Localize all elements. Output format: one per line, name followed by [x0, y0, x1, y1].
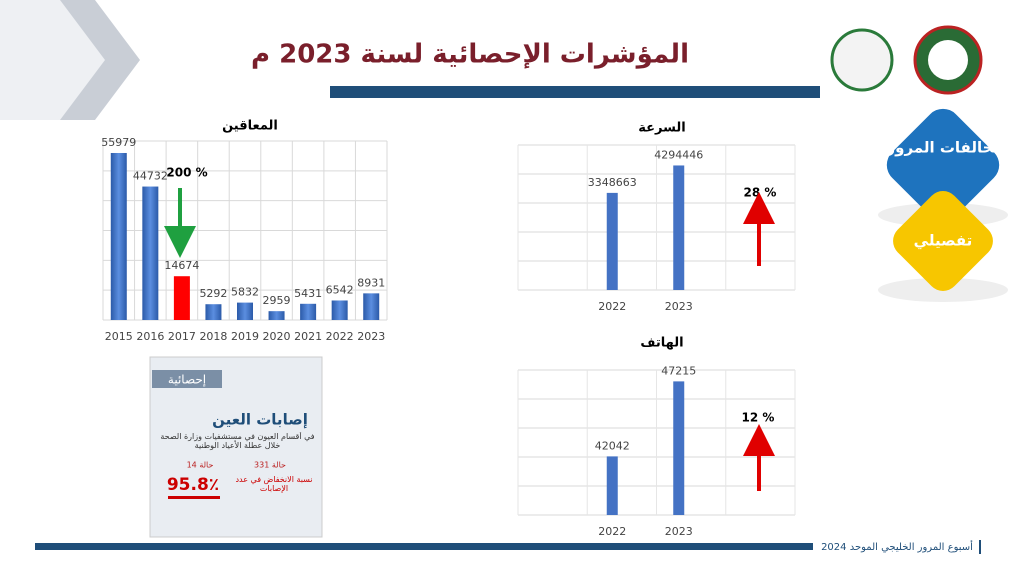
annotation: 12 % — [742, 411, 775, 425]
button[interactable] — [886, 184, 999, 297]
x-tick-label: 2018 — [199, 330, 227, 343]
tag-bg — [152, 370, 222, 388]
bar — [673, 381, 685, 515]
bar — [205, 304, 222, 320]
x-tick-label: 2019 — [231, 330, 259, 343]
slide-title: المؤشرات الإحصائية لسنة 2023 م — [251, 40, 689, 70]
tag: إحصائية — [168, 373, 206, 387]
button-label[interactable]: تفصيلي — [914, 232, 973, 250]
button[interactable] — [879, 101, 1006, 228]
bar — [237, 302, 253, 320]
x-tick-label: 2022 — [326, 330, 354, 343]
before: 331 حالة — [254, 461, 286, 470]
value-label: 3348663 — [588, 176, 637, 189]
info-text-box: في أقسام العيون في مستشفيات وزارة الصحة … — [160, 432, 315, 450]
caption-box: نسبة الانخفاض في عدد الإصابات — [235, 475, 313, 493]
x-tick-label: 2017 — [168, 330, 196, 343]
bar — [363, 293, 380, 320]
chart-title: السرعة — [638, 121, 685, 136]
x-tick-label: 2016 — [136, 330, 164, 343]
bar — [110, 152, 127, 320]
x-tick-label: 2020 — [263, 330, 291, 343]
value-label: 14674 — [164, 259, 199, 272]
x-tick-label: 2022 — [598, 300, 626, 313]
x-tick-label: 2023 — [665, 525, 693, 538]
bar — [606, 456, 618, 515]
footer-bar — [35, 543, 813, 550]
logo — [830, 28, 894, 92]
value-label: 2959 — [263, 294, 291, 307]
value-label: 44732 — [133, 170, 168, 183]
bar — [331, 300, 348, 320]
chart-title: المعاقين — [222, 119, 278, 134]
value-label: 55979 — [101, 136, 136, 149]
percent: 95.8٪ — [167, 475, 219, 495]
bar — [606, 192, 618, 290]
annotation: 28 % — [744, 186, 777, 200]
bar — [673, 165, 685, 290]
x-tick-label: 2015 — [105, 330, 133, 343]
heading: إصابات العين — [212, 411, 308, 429]
after: 14 حالة — [187, 461, 214, 470]
x-tick-label: 2023 — [357, 330, 385, 343]
logo — [928, 40, 968, 80]
value-label: 6542 — [326, 283, 354, 296]
info-text: في أقسام العيون في مستشفيات وزارة الصحة … — [160, 432, 315, 450]
button-label[interactable]: المخالفات المرورية — [872, 139, 1014, 157]
caption: نسبة الانخفاض في عدد الإصابات — [235, 475, 313, 493]
bar — [142, 186, 159, 320]
value-label: 5292 — [199, 287, 227, 300]
bar — [268, 311, 285, 320]
bar — [173, 276, 190, 320]
underline — [168, 496, 220, 499]
value-label: 4294446 — [654, 148, 703, 161]
bar — [300, 303, 317, 320]
title-bar — [330, 86, 820, 98]
value-label: 47215 — [661, 364, 696, 377]
value-label: 5832 — [231, 286, 259, 299]
annotation: 200 % — [166, 166, 207, 180]
chevron — [60, 0, 140, 120]
value-label: 8931 — [357, 276, 385, 289]
value-label: 5431 — [294, 287, 322, 300]
footer: أسبوع المرور الخليجي الموحد 2024 — [821, 540, 973, 553]
chart-title: الهاتف — [640, 336, 683, 351]
x-tick-label: 2021 — [294, 330, 322, 343]
x-tick-label: 2023 — [665, 300, 693, 313]
x-tick-label: 2022 — [598, 525, 626, 538]
value-label: 42042 — [595, 439, 630, 452]
